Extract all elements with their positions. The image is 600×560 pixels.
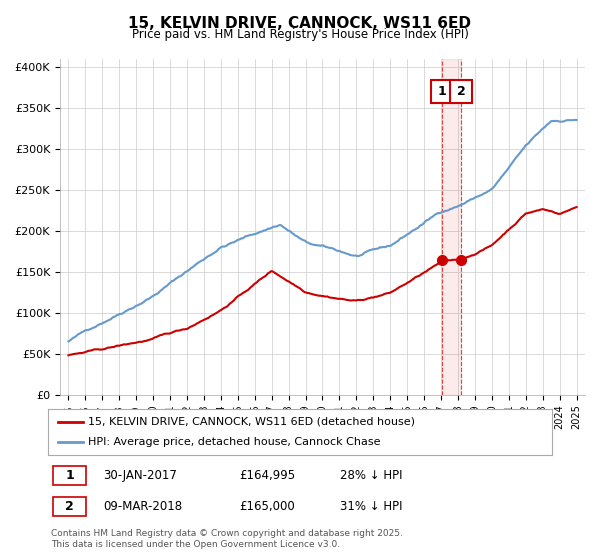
FancyBboxPatch shape <box>450 80 472 104</box>
Text: £164,995: £164,995 <box>239 469 296 482</box>
FancyBboxPatch shape <box>431 80 454 104</box>
Text: Contains HM Land Registry data © Crown copyright and database right 2025.
This d: Contains HM Land Registry data © Crown c… <box>51 529 403 549</box>
Text: 15, KELVIN DRIVE, CANNOCK, WS11 6ED: 15, KELVIN DRIVE, CANNOCK, WS11 6ED <box>128 16 472 31</box>
Bar <box>442 59 461 395</box>
FancyBboxPatch shape <box>53 466 86 485</box>
Text: 1: 1 <box>65 469 74 482</box>
Text: 2: 2 <box>65 500 74 513</box>
Text: 15, KELVIN DRIVE, CANNOCK, WS11 6ED (detached house): 15, KELVIN DRIVE, CANNOCK, WS11 6ED (det… <box>88 417 415 427</box>
Text: 2: 2 <box>457 85 466 98</box>
Text: 28% ↓ HPI: 28% ↓ HPI <box>340 469 403 482</box>
FancyBboxPatch shape <box>53 497 86 516</box>
Text: 1: 1 <box>438 85 447 98</box>
Text: Price paid vs. HM Land Registry's House Price Index (HPI): Price paid vs. HM Land Registry's House … <box>131 28 469 41</box>
Text: 09-MAR-2018: 09-MAR-2018 <box>103 500 182 513</box>
Text: 31% ↓ HPI: 31% ↓ HPI <box>340 500 403 513</box>
Text: 30-JAN-2017: 30-JAN-2017 <box>103 469 178 482</box>
Text: HPI: Average price, detached house, Cannock Chase: HPI: Average price, detached house, Cann… <box>88 437 381 447</box>
Text: £165,000: £165,000 <box>239 500 295 513</box>
